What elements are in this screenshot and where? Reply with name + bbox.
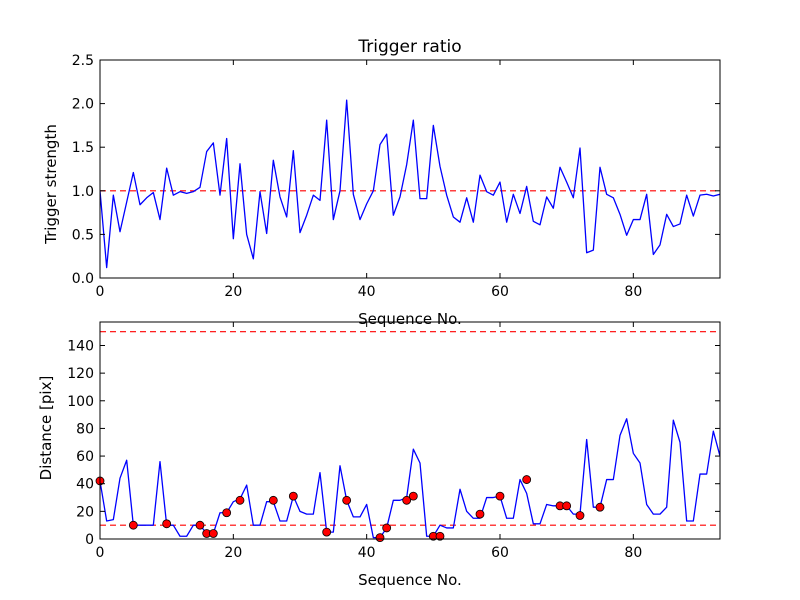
x-tick-label: 20 xyxy=(224,284,242,300)
x-tick-label: 0 xyxy=(96,284,105,300)
series-line xyxy=(100,99,720,269)
y-tick-label: 60 xyxy=(76,449,94,465)
y-tick-label: 120 xyxy=(67,366,94,382)
x-tick-label: 40 xyxy=(358,284,376,300)
x-tick-label: 0 xyxy=(96,545,105,561)
y-tick-label: 1.0 xyxy=(72,184,94,200)
axes-frame xyxy=(99,59,721,279)
x-axis-label: Sequence No. xyxy=(358,571,462,589)
x-tick-label: 40 xyxy=(358,545,376,561)
data-marker xyxy=(402,495,412,505)
y-tick-label: 140 xyxy=(67,338,94,354)
y-tick-label: 2.5 xyxy=(72,53,94,69)
data-marker xyxy=(162,519,172,529)
y-tick-label: 0 xyxy=(85,532,94,548)
distance-panel: Sequence No. Distance [pix] 0 20 40 60 80 0 20… xyxy=(37,321,721,589)
data-marker xyxy=(208,529,218,538)
x-axis-label: Sequence No. xyxy=(358,310,462,328)
data-marker xyxy=(522,475,532,484)
data-marker xyxy=(268,495,278,505)
y-tick-label: 40 xyxy=(76,477,94,493)
data-marker xyxy=(435,531,445,541)
data-marker xyxy=(375,533,385,543)
data-marker xyxy=(342,495,352,505)
x-tick-label: 60 xyxy=(491,545,509,561)
chart-title: Trigger ratio xyxy=(357,37,461,57)
y-tick-label: 1.5 xyxy=(72,140,94,156)
y-tick-label: 100 xyxy=(67,394,94,410)
y-tick-label: 20 xyxy=(76,504,94,520)
y-axis-label: Distance [pix] xyxy=(37,376,55,481)
data-marker xyxy=(562,501,572,511)
x-tick-label: 60 xyxy=(491,284,509,300)
data-marker xyxy=(235,495,245,505)
plot-area xyxy=(100,99,720,269)
trigger-ratio-panel: Trigger ratio Sequence No. Trigger stren… xyxy=(42,37,721,328)
data-marker xyxy=(128,520,138,530)
data-marker xyxy=(408,491,418,501)
y-tick-label: 2.0 xyxy=(72,97,94,113)
plot-area xyxy=(100,331,720,539)
data-marker xyxy=(382,523,392,533)
data-marker xyxy=(322,527,332,537)
data-marker xyxy=(575,511,585,520)
data-marker xyxy=(222,508,232,518)
x-tick-label: 80 xyxy=(624,545,642,561)
data-marker xyxy=(595,502,605,512)
data-marker xyxy=(495,491,505,501)
axes-frame xyxy=(99,321,721,540)
data-marker xyxy=(195,520,205,530)
y-tick-label: 0.5 xyxy=(72,227,94,243)
x-tick-label: 80 xyxy=(624,284,642,300)
y-axis-label: Trigger strength xyxy=(42,124,60,245)
y-tick-label: 80 xyxy=(76,421,94,437)
series-line xyxy=(100,418,720,539)
y-tick-label: 0.0 xyxy=(72,271,94,287)
data-marker xyxy=(288,491,298,501)
x-tick-label: 20 xyxy=(224,545,242,561)
data-marker xyxy=(475,509,485,519)
